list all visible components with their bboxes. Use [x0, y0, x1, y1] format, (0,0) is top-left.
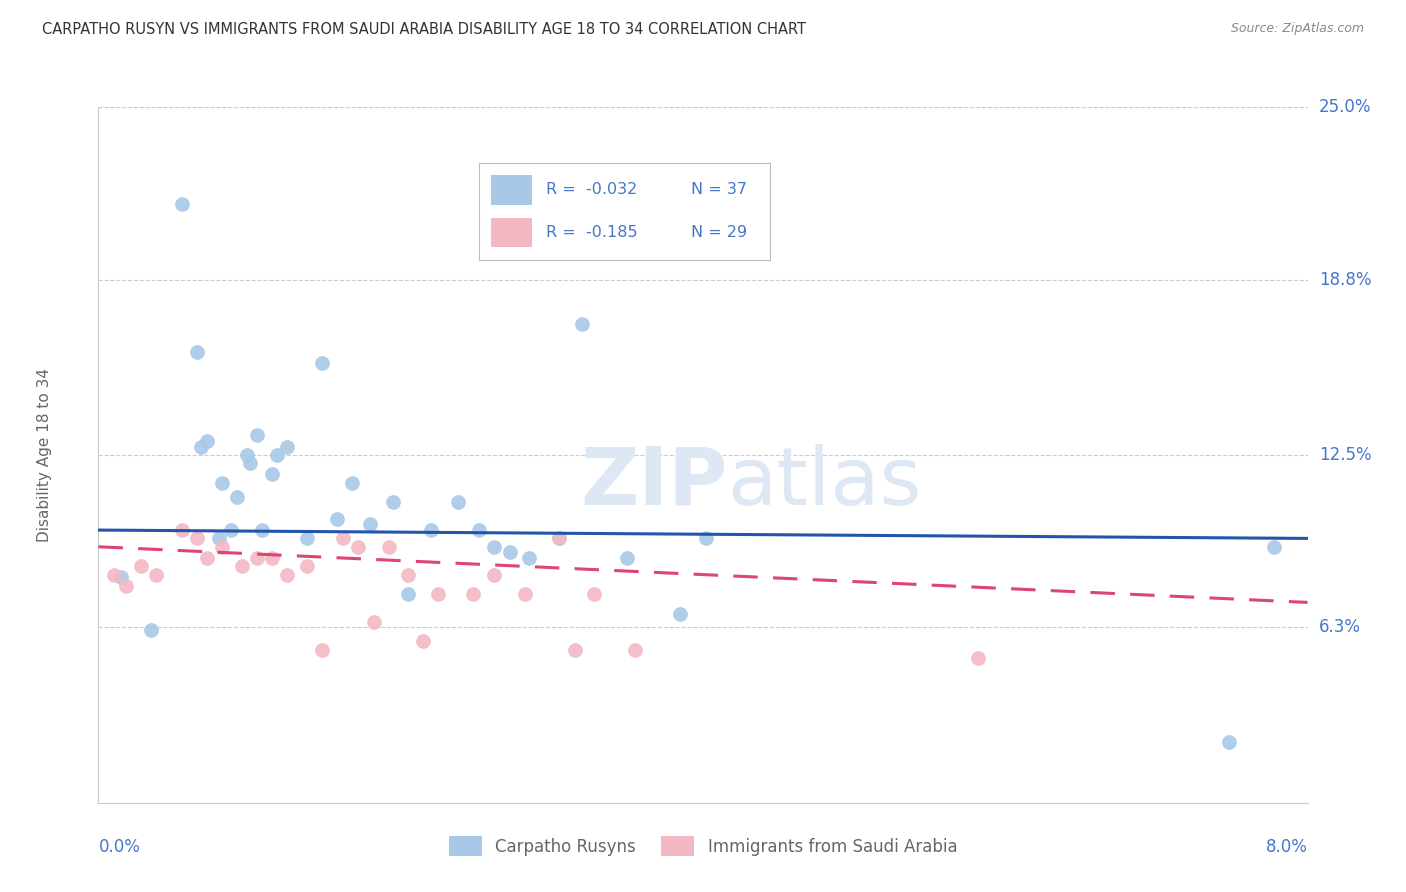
Point: [170, 197, 193, 211]
Point: [311, 642, 333, 657]
Text: 12.5%: 12.5%: [1319, 446, 1371, 464]
Point: [484, 567, 506, 582]
Point: [262, 550, 284, 565]
Point: [235, 448, 257, 462]
Point: [548, 532, 571, 546]
Point: [295, 532, 318, 546]
Point: [447, 495, 470, 509]
Point: [342, 475, 364, 490]
Text: R =  -0.032: R = -0.032: [546, 183, 637, 197]
Legend: Carpatho Rusyns, Immigrants from Saudi Arabia: Carpatho Rusyns, Immigrants from Saudi A…: [440, 828, 966, 864]
Bar: [491, 219, 531, 247]
Point: [360, 517, 382, 532]
Text: N = 29: N = 29: [692, 226, 747, 240]
Point: [246, 428, 269, 442]
Text: 8.0%: 8.0%: [1265, 838, 1308, 855]
Text: N = 37: N = 37: [692, 183, 747, 197]
Point: [624, 642, 647, 657]
Point: [145, 567, 167, 582]
Point: [186, 345, 208, 359]
Point: [1263, 540, 1285, 554]
Point: [326, 512, 349, 526]
Point: [396, 567, 419, 582]
Point: [170, 523, 193, 537]
Text: R =  -0.185: R = -0.185: [546, 226, 638, 240]
Point: [195, 434, 218, 448]
Point: [110, 570, 132, 584]
Point: [1218, 734, 1240, 748]
Text: 18.8%: 18.8%: [1319, 270, 1371, 289]
Point: [332, 532, 354, 546]
Text: ZIP: ZIP: [579, 443, 727, 522]
Point: [208, 532, 231, 546]
Point: [548, 532, 571, 546]
Point: [484, 540, 506, 554]
Text: CARPATHO RUSYN VS IMMIGRANTS FROM SAUDI ARABIA DISABILITY AGE 18 TO 34 CORRELATI: CARPATHO RUSYN VS IMMIGRANTS FROM SAUDI …: [42, 22, 806, 37]
Point: [463, 587, 485, 601]
Point: [377, 540, 399, 554]
Point: [190, 440, 212, 454]
Text: Source: ZipAtlas.com: Source: ZipAtlas.com: [1230, 22, 1364, 36]
Point: [396, 587, 419, 601]
Point: [195, 550, 218, 565]
Point: [129, 559, 152, 574]
Point: [211, 540, 233, 554]
Text: Disability Age 18 to 34: Disability Age 18 to 34: [37, 368, 52, 542]
Point: [616, 550, 638, 565]
Point: [517, 550, 540, 565]
Bar: [491, 176, 531, 204]
Text: atlas: atlas: [727, 443, 921, 522]
Point: [583, 587, 606, 601]
Point: [103, 567, 125, 582]
Point: [262, 467, 284, 482]
Point: [226, 490, 249, 504]
Point: [295, 559, 318, 574]
Point: [427, 587, 450, 601]
Point: [276, 567, 298, 582]
Point: [513, 587, 536, 601]
Point: [564, 642, 586, 657]
Text: 25.0%: 25.0%: [1319, 98, 1371, 116]
Point: [221, 523, 243, 537]
Point: [114, 579, 136, 593]
Point: [266, 448, 288, 462]
Point: [239, 456, 262, 470]
Point: [311, 356, 333, 370]
Point: [468, 523, 491, 537]
Text: 6.3%: 6.3%: [1319, 618, 1361, 637]
Point: [571, 317, 593, 331]
Text: 0.0%: 0.0%: [98, 838, 141, 855]
Point: [695, 532, 717, 546]
Point: [141, 624, 163, 638]
Point: [186, 532, 208, 546]
Point: [669, 607, 692, 621]
Point: [246, 550, 269, 565]
Point: [412, 634, 434, 648]
Point: [498, 545, 520, 559]
Point: [211, 475, 233, 490]
Point: [420, 523, 443, 537]
Point: [363, 615, 385, 629]
Point: [347, 540, 370, 554]
Point: [231, 559, 253, 574]
Point: [276, 440, 298, 454]
Point: [250, 523, 273, 537]
Point: [382, 495, 405, 509]
Point: [967, 651, 990, 665]
